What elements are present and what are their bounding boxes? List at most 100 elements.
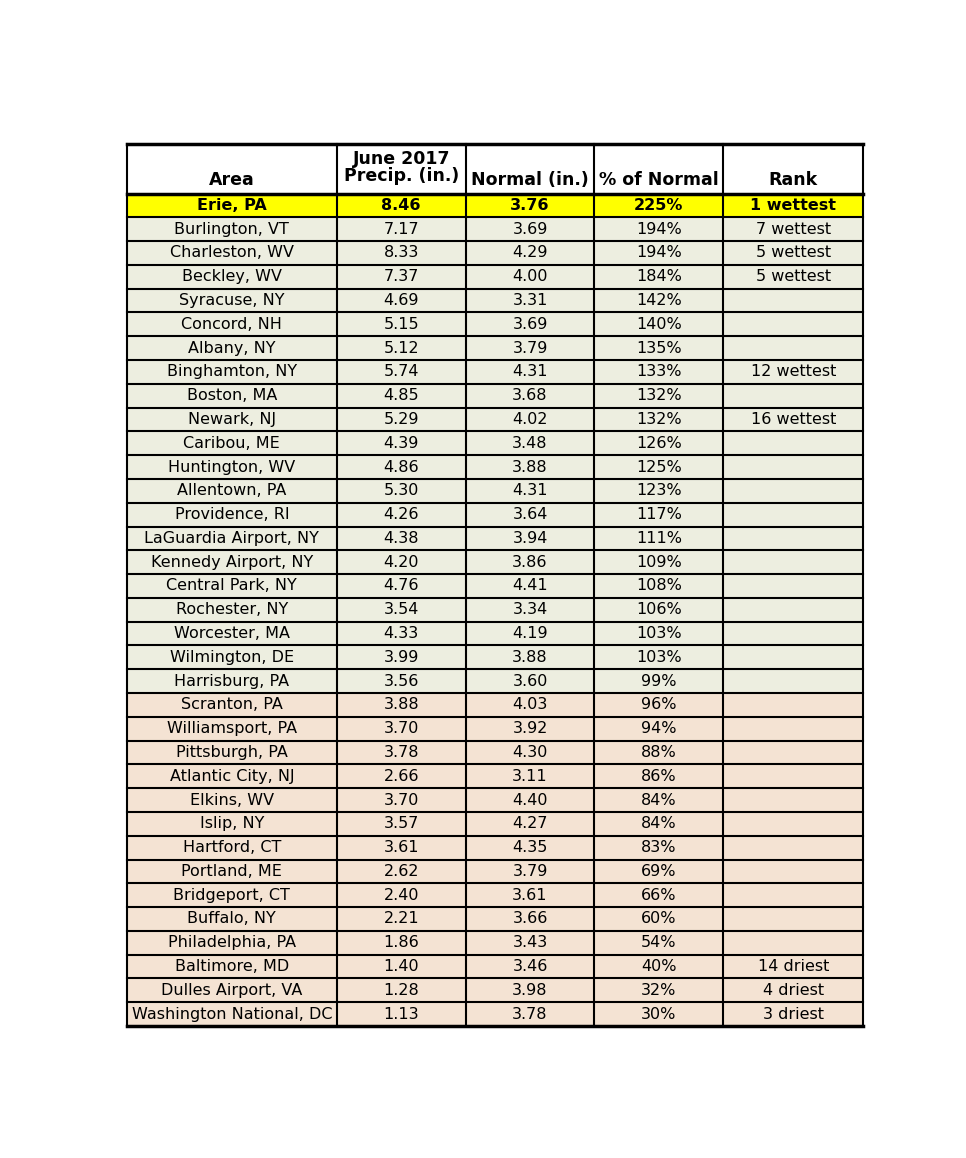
- Bar: [127, 884, 864, 907]
- Text: Worcester, MA: Worcester, MA: [174, 626, 290, 642]
- Text: Binghamton, NY: Binghamton, NY: [167, 365, 297, 380]
- Bar: [127, 979, 864, 1002]
- Text: 108%: 108%: [636, 579, 682, 594]
- Text: June 2017: June 2017: [353, 149, 450, 168]
- Text: LaGuardia Airport, NY: LaGuardia Airport, NY: [145, 530, 320, 545]
- Text: 5.30: 5.30: [384, 483, 419, 498]
- Text: 4.35: 4.35: [512, 840, 548, 855]
- Text: 4.02: 4.02: [512, 412, 548, 427]
- Text: 3.79: 3.79: [512, 864, 548, 879]
- Text: Pittsburgh, PA: Pittsburgh, PA: [176, 745, 288, 760]
- Text: 4.76: 4.76: [384, 579, 419, 594]
- Text: 99%: 99%: [641, 674, 676, 689]
- Text: 3.78: 3.78: [512, 1006, 548, 1021]
- Text: 117%: 117%: [636, 507, 682, 522]
- Text: 1.28: 1.28: [384, 983, 419, 998]
- Text: 7 wettest: 7 wettest: [755, 221, 831, 236]
- Text: 32%: 32%: [641, 983, 676, 998]
- Bar: [127, 717, 864, 741]
- Bar: [127, 931, 864, 954]
- Text: Washington National, DC: Washington National, DC: [131, 1006, 332, 1021]
- Text: 132%: 132%: [636, 388, 682, 403]
- Text: 3.94: 3.94: [512, 530, 548, 545]
- Bar: [127, 218, 864, 241]
- Bar: [127, 836, 864, 859]
- Text: 4 driest: 4 driest: [763, 983, 824, 998]
- Text: 4.29: 4.29: [512, 245, 548, 261]
- Text: Atlantic City, NJ: Atlantic City, NJ: [170, 769, 295, 784]
- Text: Area: Area: [209, 170, 255, 189]
- Text: Huntington, WV: Huntington, WV: [168, 460, 296, 475]
- Text: 4.39: 4.39: [384, 435, 419, 450]
- Text: 3.88: 3.88: [512, 650, 548, 665]
- Text: 194%: 194%: [636, 221, 682, 236]
- Bar: [127, 598, 864, 622]
- Text: 12 wettest: 12 wettest: [751, 365, 836, 380]
- Text: Elkins, WV: Elkins, WV: [189, 792, 274, 807]
- Text: 88%: 88%: [641, 745, 677, 760]
- Bar: [127, 645, 864, 669]
- Text: 3.61: 3.61: [384, 840, 419, 855]
- Text: 1.40: 1.40: [384, 959, 419, 974]
- Text: 4.33: 4.33: [384, 626, 419, 642]
- Text: 125%: 125%: [636, 460, 682, 475]
- Text: Dulles Airport, VA: Dulles Airport, VA: [161, 983, 302, 998]
- Text: 5.15: 5.15: [384, 317, 419, 332]
- Text: Harrisburg, PA: Harrisburg, PA: [174, 674, 290, 689]
- Text: 5.12: 5.12: [384, 340, 419, 356]
- Text: 4.85: 4.85: [384, 388, 419, 403]
- Text: 4.30: 4.30: [512, 745, 548, 760]
- Text: 5.74: 5.74: [384, 365, 419, 380]
- Text: 8.46: 8.46: [382, 198, 421, 213]
- Text: % of Normal: % of Normal: [599, 170, 719, 189]
- Text: Albany, NY: Albany, NY: [188, 340, 275, 356]
- Text: 4.26: 4.26: [384, 507, 419, 522]
- Bar: [127, 907, 864, 931]
- Text: 3.70: 3.70: [384, 792, 419, 807]
- Text: 54%: 54%: [641, 936, 676, 951]
- Text: 4.86: 4.86: [384, 460, 419, 475]
- Text: 3.78: 3.78: [384, 745, 419, 760]
- Bar: [127, 789, 864, 812]
- Text: 3.11: 3.11: [512, 769, 548, 784]
- Bar: [127, 193, 864, 218]
- Text: 194%: 194%: [636, 245, 682, 261]
- Text: 142%: 142%: [636, 293, 682, 308]
- Text: Islip, NY: Islip, NY: [200, 816, 264, 831]
- Bar: [127, 432, 864, 455]
- Text: 3.88: 3.88: [512, 460, 548, 475]
- Text: 16 wettest: 16 wettest: [751, 412, 836, 427]
- Text: 4.31: 4.31: [512, 483, 548, 498]
- Text: 3.69: 3.69: [512, 221, 548, 236]
- Text: 84%: 84%: [641, 816, 677, 831]
- Text: Williamsport, PA: Williamsport, PA: [167, 721, 297, 736]
- Text: Baltimore, MD: Baltimore, MD: [175, 959, 289, 974]
- Bar: [127, 622, 864, 645]
- Text: 2.40: 2.40: [384, 888, 419, 903]
- Text: 7.37: 7.37: [384, 270, 419, 284]
- Text: 3.56: 3.56: [384, 674, 419, 689]
- Bar: [127, 313, 864, 336]
- Text: Beckley, WV: Beckley, WV: [182, 270, 282, 284]
- Text: 4.00: 4.00: [512, 270, 548, 284]
- Bar: [127, 336, 864, 360]
- Text: 3.31: 3.31: [512, 293, 548, 308]
- Text: 135%: 135%: [636, 340, 682, 356]
- Text: 30%: 30%: [641, 1006, 676, 1021]
- Text: Boston, MA: Boston, MA: [186, 388, 277, 403]
- Text: 5 wettest: 5 wettest: [755, 270, 831, 284]
- Text: 94%: 94%: [641, 721, 676, 736]
- Text: Erie, PA: Erie, PA: [197, 198, 267, 213]
- Text: 2.62: 2.62: [384, 864, 419, 879]
- Text: Wilmington, DE: Wilmington, DE: [170, 650, 294, 665]
- Text: Scranton, PA: Scranton, PA: [181, 697, 283, 712]
- Text: Syracuse, NY: Syracuse, NY: [179, 293, 285, 308]
- Bar: [127, 527, 864, 550]
- Text: 5 wettest: 5 wettest: [755, 245, 831, 261]
- Bar: [127, 383, 864, 408]
- Text: 4.27: 4.27: [512, 816, 548, 831]
- Text: Hartford, CT: Hartford, CT: [183, 840, 281, 855]
- Text: 83%: 83%: [641, 840, 676, 855]
- Text: 86%: 86%: [641, 769, 677, 784]
- Text: Concord, NH: Concord, NH: [182, 317, 282, 332]
